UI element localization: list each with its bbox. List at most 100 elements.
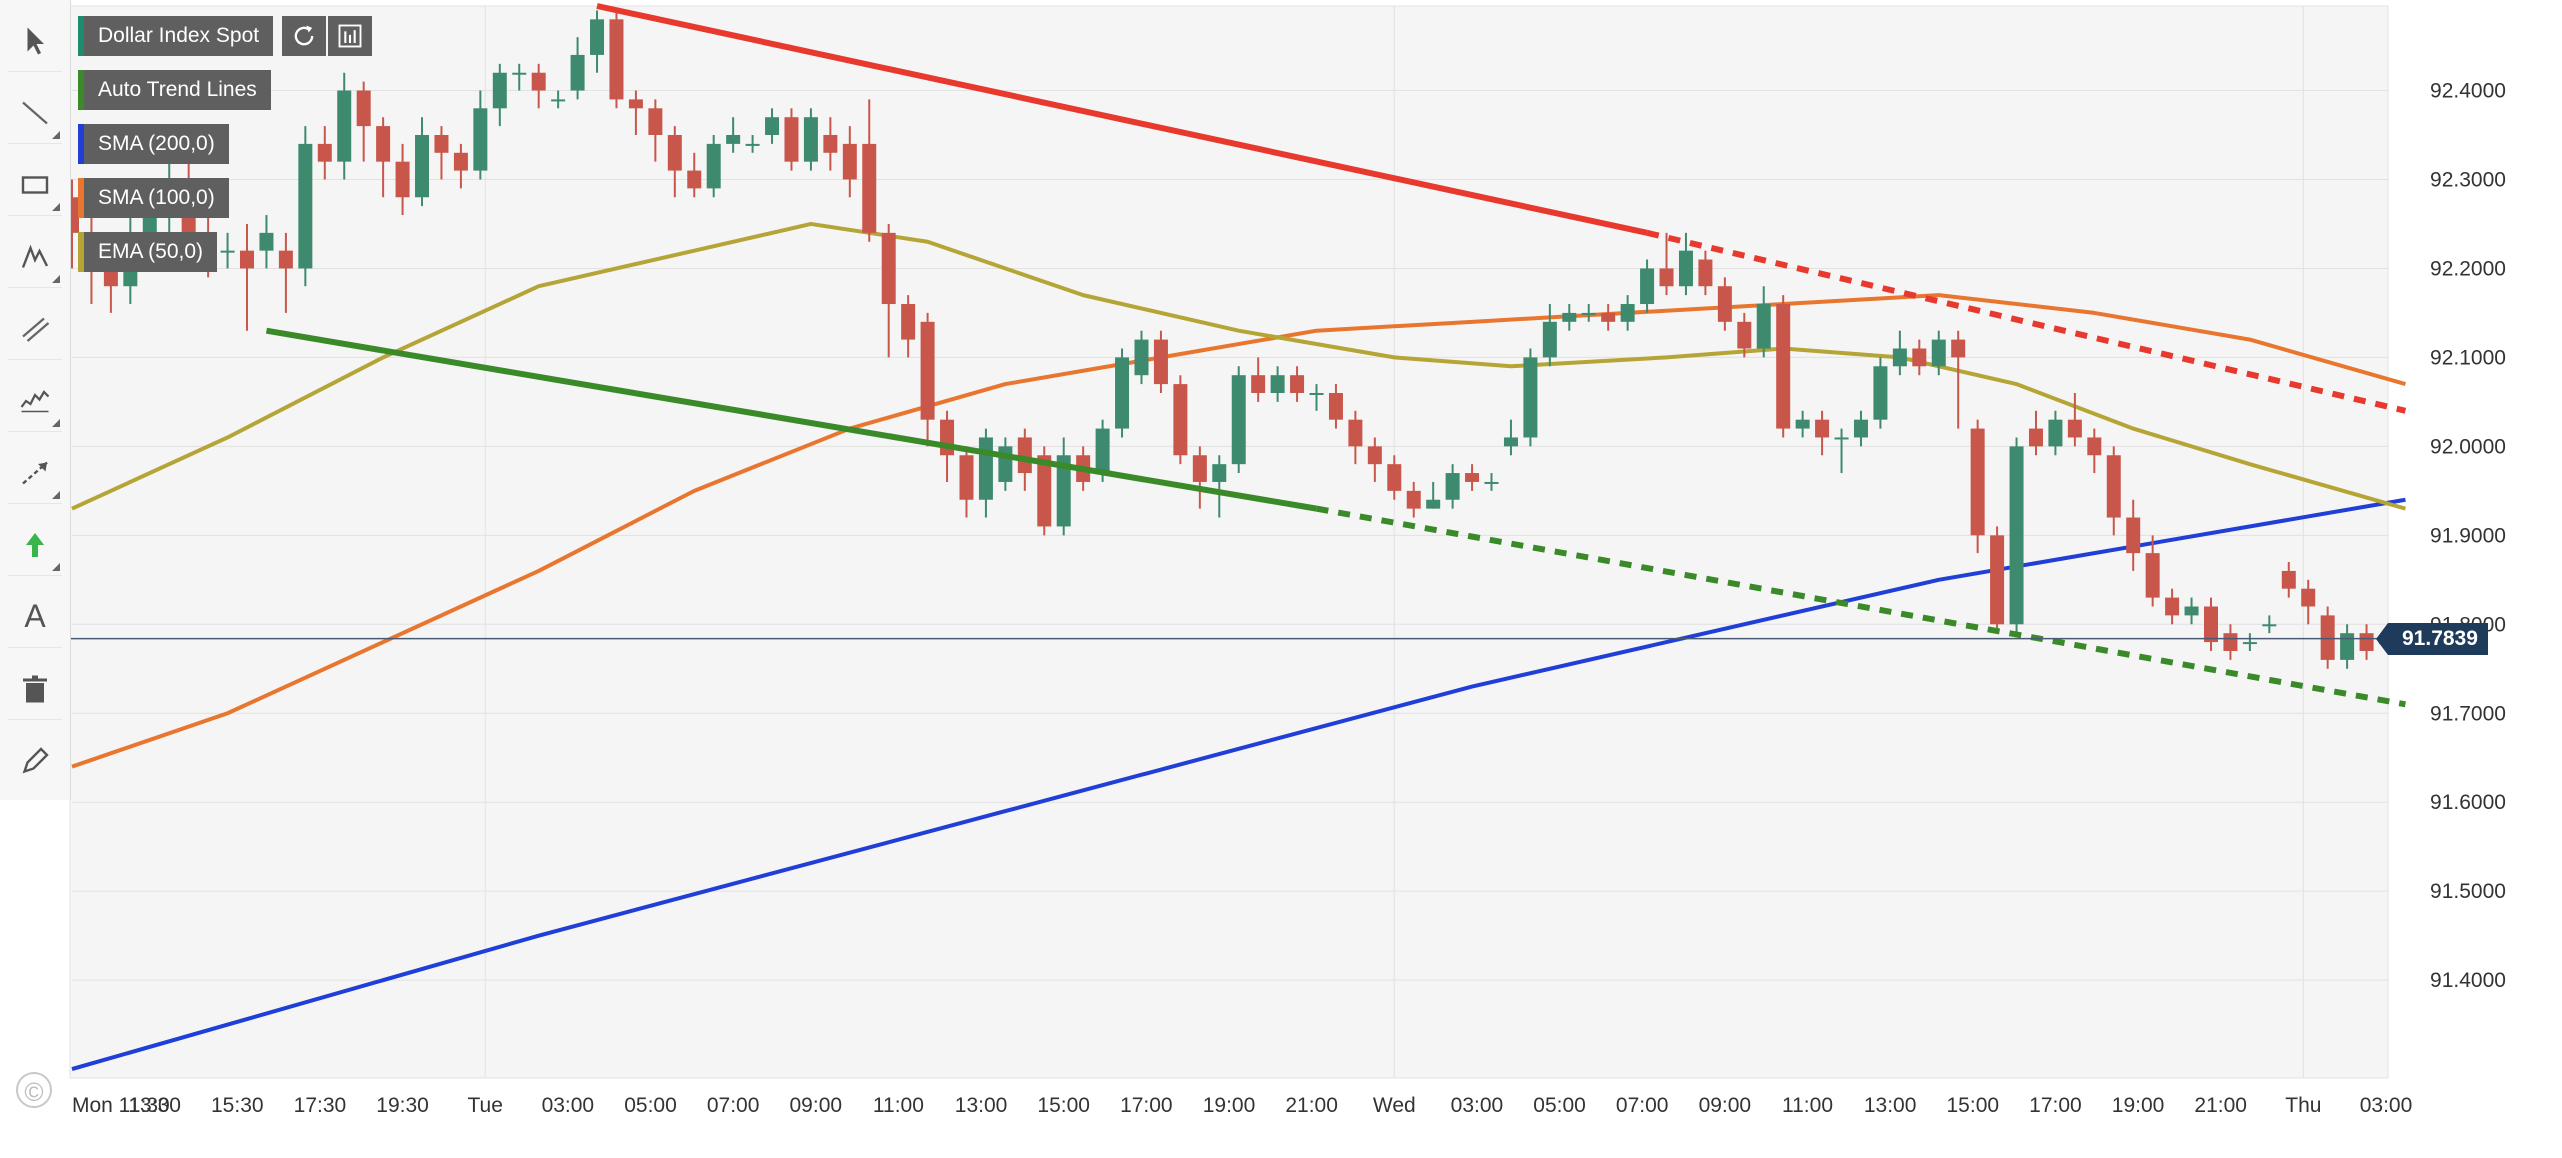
candle xyxy=(2281,562,2296,598)
candle-body xyxy=(551,99,566,102)
x-tick-label: 03:00 xyxy=(542,1094,595,1117)
candle xyxy=(1465,464,1480,491)
sma200-legend[interactable]: SMA (200,0) xyxy=(78,124,229,164)
candle xyxy=(726,117,741,153)
delete-tool[interactable] xyxy=(8,658,62,720)
submenu-indicator xyxy=(52,203,60,211)
ray-tool[interactable] xyxy=(8,442,62,504)
candle xyxy=(959,446,974,518)
pen-tool[interactable] xyxy=(8,226,62,288)
y-tick-label: 91.5000 xyxy=(2430,880,2506,903)
candle xyxy=(1192,446,1207,509)
x-tick-label: 19:30 xyxy=(376,1094,429,1117)
sma100-label: SMA (100,0) xyxy=(98,186,215,209)
text-tool[interactable]: A xyxy=(8,586,62,648)
candle-body xyxy=(240,250,255,269)
candle-body xyxy=(1562,312,1577,322)
x-tick-label: 21:00 xyxy=(1285,1094,1338,1117)
chart-type-button[interactable] xyxy=(328,16,372,56)
symbol-legend[interactable]: Dollar Index Spot xyxy=(78,16,274,56)
bar-chart-icon xyxy=(338,24,362,48)
arrow-marker-tool[interactable] xyxy=(8,514,62,576)
candle-body xyxy=(1445,473,1460,500)
support-trend-projection xyxy=(1315,505,2406,708)
candle xyxy=(1173,375,1188,465)
candle-body xyxy=(901,304,916,340)
candle-body xyxy=(1115,357,1130,429)
candle-body xyxy=(1834,437,1849,440)
candle-body xyxy=(2301,588,2316,607)
candle-body xyxy=(2359,633,2374,651)
x-tick-label: 19:00 xyxy=(2112,1094,2165,1117)
candle xyxy=(2009,437,2024,634)
trend-lines[interactable] xyxy=(265,3,2407,708)
candle-body xyxy=(356,90,371,127)
candle xyxy=(1309,384,1324,411)
indicator-tool[interactable] xyxy=(8,370,62,432)
candle-body xyxy=(998,446,1013,482)
candle-body xyxy=(2028,428,2043,447)
candle xyxy=(706,134,721,198)
candle xyxy=(1717,277,1732,331)
candle xyxy=(2262,615,2277,634)
cursor-tool[interactable] xyxy=(8,10,62,72)
line-tool-icon xyxy=(22,101,48,124)
candle-body xyxy=(1270,375,1285,393)
candle xyxy=(259,215,274,269)
candle-body xyxy=(1309,392,1324,395)
rectangle-tool[interactable] xyxy=(8,154,62,216)
candle-body xyxy=(706,143,721,189)
candle-body xyxy=(1698,259,1713,287)
candle-body xyxy=(959,455,974,500)
copyright-icon[interactable]: © xyxy=(16,1072,52,1108)
candle xyxy=(1601,304,1616,331)
auto-trend-legend[interactable]: Auto Trend Lines xyxy=(78,70,271,110)
candle xyxy=(590,10,605,73)
candle xyxy=(434,126,449,180)
candle xyxy=(2106,446,2121,536)
candle xyxy=(240,223,255,331)
candle-body xyxy=(1853,419,1868,438)
candle-body xyxy=(1387,464,1402,491)
candle-body xyxy=(1192,455,1207,482)
candle-body xyxy=(512,72,527,75)
sma100-legend[interactable]: SMA (100,0) xyxy=(78,178,229,218)
x-tick-label: 19:00 xyxy=(1203,1094,1256,1117)
indicator-icon xyxy=(20,389,50,412)
current-price-badge: 91.7839 xyxy=(2376,622,2488,655)
candle-body xyxy=(1659,268,1674,287)
candle xyxy=(842,126,857,198)
candle-body xyxy=(920,321,935,420)
candle-body xyxy=(220,250,235,253)
trash-icon xyxy=(23,675,47,702)
candle-body xyxy=(2340,633,2355,660)
candle xyxy=(492,63,507,127)
x-tick-label: 03:00 xyxy=(1451,1094,1504,1117)
x-tick-label: 15:30 xyxy=(211,1094,264,1117)
candle xyxy=(1931,330,1946,376)
candle xyxy=(1542,304,1557,367)
candle xyxy=(278,232,293,313)
edit-tool[interactable] xyxy=(8,730,62,792)
candle-body xyxy=(1348,419,1363,447)
candle-body xyxy=(103,268,118,287)
candle xyxy=(220,232,235,269)
candle xyxy=(2048,410,2063,456)
candle xyxy=(1290,366,1305,402)
candle-body xyxy=(590,19,605,55)
submenu-indicator xyxy=(52,563,60,571)
candle-body xyxy=(1017,437,1032,474)
ema50-legend[interactable]: EMA (50,0) xyxy=(78,232,218,272)
refresh-button[interactable] xyxy=(282,16,326,56)
arrow-up-icon xyxy=(26,532,44,557)
x-tick-label: 03:00 xyxy=(2360,1094,2413,1117)
candle xyxy=(1328,384,1343,429)
line-tool[interactable] xyxy=(8,82,62,144)
parallel-channel-tool[interactable] xyxy=(8,298,62,360)
pencil-icon xyxy=(22,747,49,774)
candle xyxy=(1756,286,1771,358)
candle xyxy=(1581,304,1596,322)
candle xyxy=(473,90,488,180)
candle-body xyxy=(823,134,838,153)
